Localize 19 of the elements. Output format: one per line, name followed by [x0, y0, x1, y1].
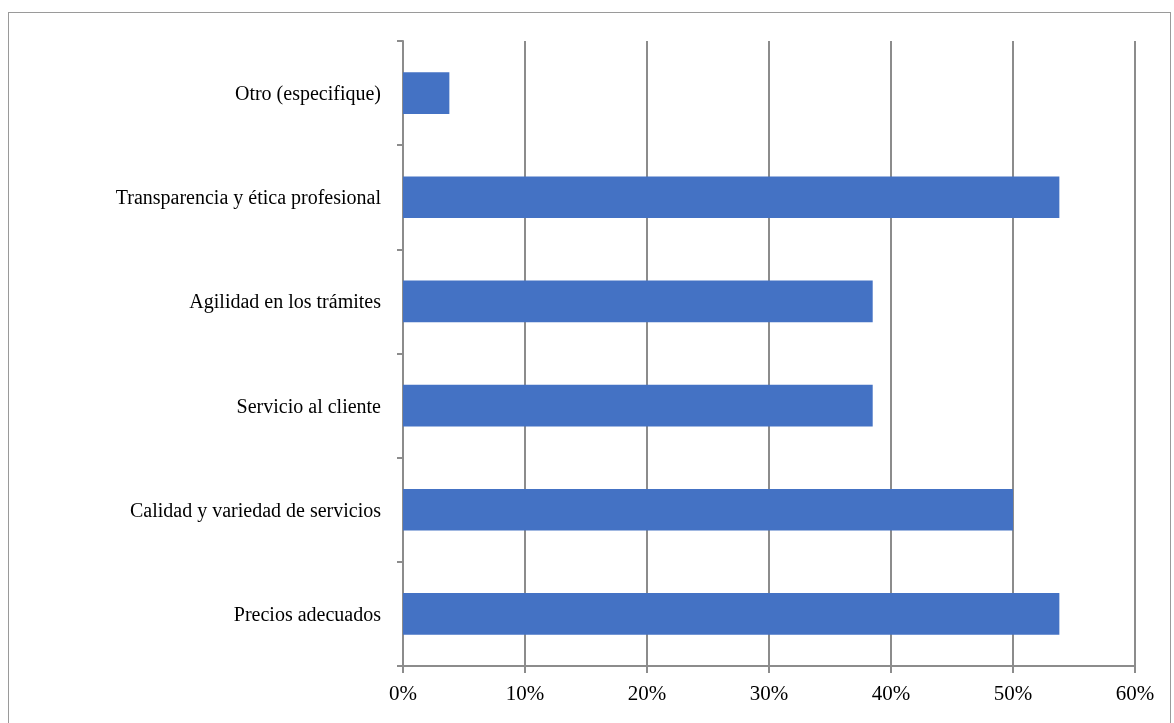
y-tick-label: Agilidad en los trámites [189, 290, 382, 314]
x-tick-label: 10% [505, 680, 545, 705]
x-tick-label: 50% [993, 680, 1033, 705]
y-tick-label: Calidad y variedad de servicios [129, 498, 382, 522]
bar [403, 176, 1060, 219]
y-tick-label: Otro (especifique) [234, 82, 381, 106]
y-tick-label: Servicio al cliente [236, 394, 382, 417]
y-tick-label: Transparencia y ética profesional [115, 186, 382, 210]
x-tick-label: 20% [627, 680, 667, 705]
bar [403, 593, 1060, 635]
x-tick-label: 0% [389, 680, 417, 705]
y-tick-label: Precios adecuados [233, 602, 382, 625]
bar [403, 72, 450, 114]
bar [403, 280, 873, 323]
x-tick-label: 60% [1115, 680, 1155, 705]
bar [403, 384, 873, 427]
x-tick-label: 30% [749, 680, 789, 705]
bar [403, 488, 1013, 531]
x-tick-label: 40% [871, 680, 911, 705]
